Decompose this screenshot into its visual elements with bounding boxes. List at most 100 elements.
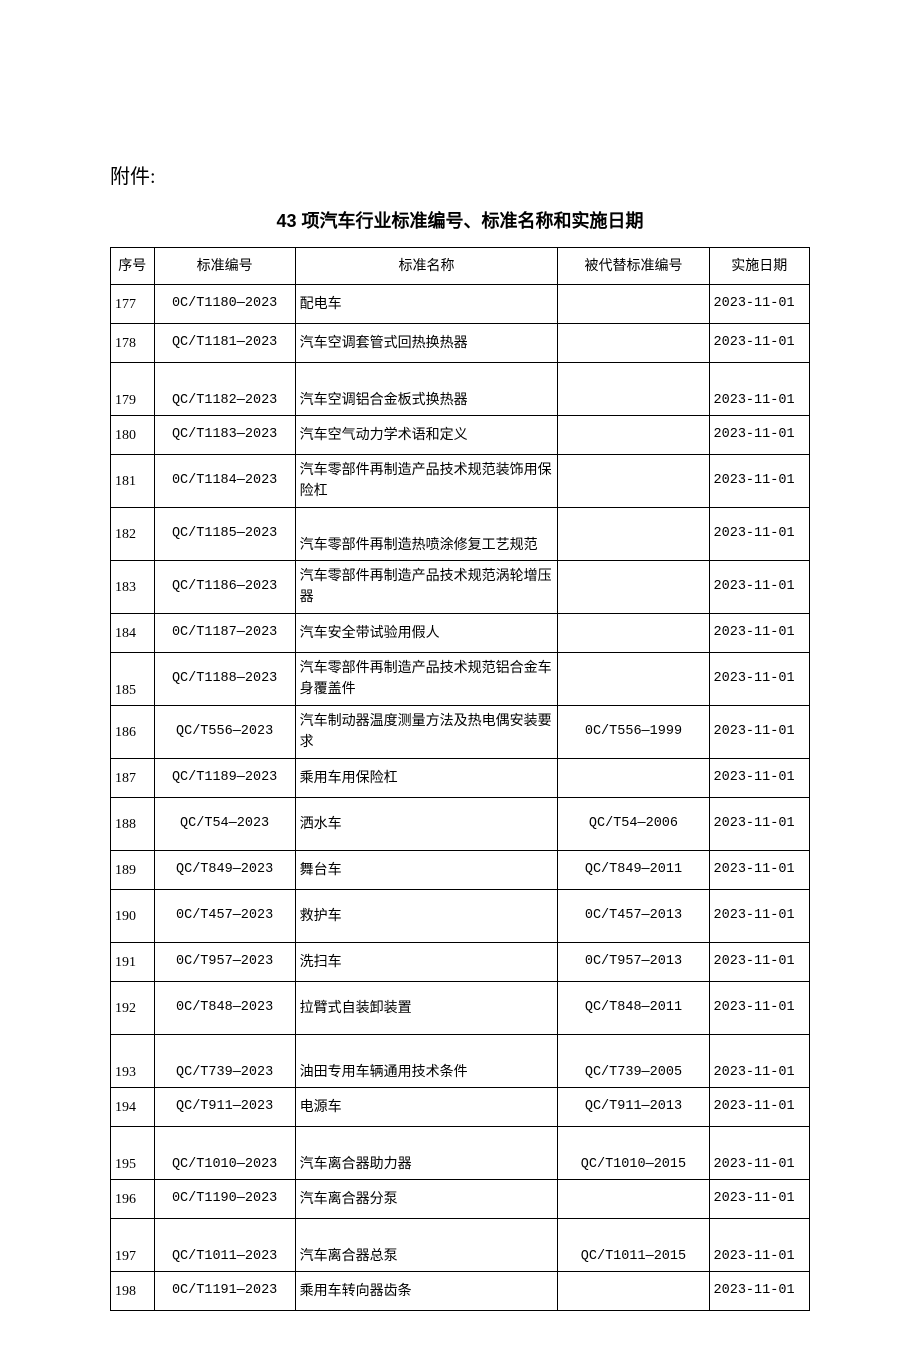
table-row: 183QC/T1186—2023汽车零部件再制造产品技术规范涡轮增压器2023-… bbox=[111, 561, 810, 614]
cell-code: 0C/T848—2023 bbox=[154, 982, 295, 1035]
cell-name: 汽车零部件再制造产品技术规范铝合金车身覆盖件 bbox=[295, 653, 558, 706]
table-row: 1910C/T957—2023洗扫车0C/T957—20132023-11-01 bbox=[111, 943, 810, 982]
cell-seq: 190 bbox=[111, 890, 155, 943]
cell-replaced bbox=[558, 759, 709, 798]
cell-replaced bbox=[558, 1180, 709, 1219]
table-row: 186QC/T556—2023汽车制动器温度测量方法及热电偶安装要求0C/T55… bbox=[111, 706, 810, 759]
cell-date: 2023-11-01 bbox=[709, 1035, 809, 1088]
cell-seq: 194 bbox=[111, 1088, 155, 1127]
cell-replaced bbox=[558, 455, 709, 508]
cell-replaced bbox=[558, 324, 709, 363]
table-row: 194QC/T911—2023电源车QC/T911—20132023-11-01 bbox=[111, 1088, 810, 1127]
cell-date: 2023-11-01 bbox=[709, 455, 809, 508]
cell-replaced: QC/T1010—2015 bbox=[558, 1127, 709, 1180]
cell-replaced bbox=[558, 614, 709, 653]
attachment-label: 附件: bbox=[110, 160, 810, 189]
cell-seq: 177 bbox=[111, 285, 155, 324]
cell-name: 汽车安全带试验用假人 bbox=[295, 614, 558, 653]
cell-name: 汽车空调套管式回热换热器 bbox=[295, 324, 558, 363]
cell-name: 汽车零部件再制造热喷涂修复工艺规范 bbox=[295, 508, 558, 561]
cell-code: 0C/T957—2023 bbox=[154, 943, 295, 982]
cell-replaced bbox=[558, 1272, 709, 1311]
cell-replaced: QC/T739—2005 bbox=[558, 1035, 709, 1088]
cell-seq: 178 bbox=[111, 324, 155, 363]
cell-seq: 182 bbox=[111, 508, 155, 561]
cell-replaced: QC/T911—2013 bbox=[558, 1088, 709, 1127]
cell-date: 2023-11-01 bbox=[709, 798, 809, 851]
table-row: 178QC/T1181—2023汽车空调套管式回热换热器 2023-11-01 bbox=[111, 324, 810, 363]
cell-date: 2023-11-01 bbox=[709, 363, 809, 416]
cell-code: QC/T1011—2023 bbox=[154, 1219, 295, 1272]
cell-replaced: 0C/T556—1999 bbox=[558, 706, 709, 759]
cell-date: 2023-11-01 bbox=[709, 1219, 809, 1272]
cell-date: 2023-11-01 bbox=[709, 416, 809, 455]
cell-name: 油田专用车辆通用技术条件 bbox=[295, 1035, 558, 1088]
cell-date: 2023-11-01 bbox=[709, 324, 809, 363]
cell-replaced bbox=[558, 561, 709, 614]
cell-replaced: 0C/T957—2013 bbox=[558, 943, 709, 982]
col-header-seq: 序号 bbox=[111, 248, 155, 285]
cell-code: 0C/T1191—2023 bbox=[154, 1272, 295, 1311]
table-row: 1840C/T1187—2023汽车安全带试验用假人2023-11-01 bbox=[111, 614, 810, 653]
cell-seq: 181 bbox=[111, 455, 155, 508]
cell-seq: 189 bbox=[111, 851, 155, 890]
table-row: 195QC/T1010—2023汽车离合器助力器QC/T1010—2015202… bbox=[111, 1127, 810, 1180]
table-row: 197QC/T1011—2023汽车离合器总泵QC/T1011—20152023… bbox=[111, 1219, 810, 1272]
cell-name: 汽车空气动力学术语和定义 bbox=[295, 416, 558, 455]
table-row: 180QC/T1183—2023汽车空气动力学术语和定义 2023-11-01 bbox=[111, 416, 810, 455]
cell-code: QC/T1010—2023 bbox=[154, 1127, 295, 1180]
col-header-code: 标准编号 bbox=[154, 248, 295, 285]
cell-replaced bbox=[558, 653, 709, 706]
table-row: 1920C/T848—2023拉臂式自装卸装置QC/T848—20112023-… bbox=[111, 982, 810, 1035]
table-row: 189QC/T849—2023舞台车QC/T849—20112023-11-01 bbox=[111, 851, 810, 890]
table-row: 193QC/T739—2023油田专用车辆通用技术条件QC/T739—20052… bbox=[111, 1035, 810, 1088]
cell-replaced bbox=[558, 285, 709, 324]
cell-seq: 183 bbox=[111, 561, 155, 614]
cell-code: QC/T54—2023 bbox=[154, 798, 295, 851]
cell-name: 洒水车 bbox=[295, 798, 558, 851]
cell-date: 2023-11-01 bbox=[709, 706, 809, 759]
table-row: 1960C/T1190—2023汽车离合器分泵2023-11-01 bbox=[111, 1180, 810, 1219]
cell-seq: 192 bbox=[111, 982, 155, 1035]
cell-replaced bbox=[558, 508, 709, 561]
cell-code: QC/T1185—2023 bbox=[154, 508, 295, 561]
table-header-row: 序号 标准编号 标准名称 被代替标准编号 实施日期 bbox=[111, 248, 810, 285]
cell-name: 电源车 bbox=[295, 1088, 558, 1127]
table-row: 1980C/T1191—2023乘用车转向器齿条2023-11-01 bbox=[111, 1272, 810, 1311]
cell-name: 拉臂式自装卸装置 bbox=[295, 982, 558, 1035]
cell-date: 2023-11-01 bbox=[709, 1272, 809, 1311]
cell-replaced: QC/T849—2011 bbox=[558, 851, 709, 890]
cell-code: 0C/T1184—2023 bbox=[154, 455, 295, 508]
col-header-replaced: 被代替标准编号 bbox=[558, 248, 709, 285]
table-body: 1770C/T1180—2023配电车2023-11-01178QC/T1181… bbox=[111, 285, 810, 1311]
cell-replaced: QC/T1011—2015 bbox=[558, 1219, 709, 1272]
cell-date: 2023-11-01 bbox=[709, 508, 809, 561]
cell-name: 汽车离合器总泵 bbox=[295, 1219, 558, 1272]
cell-replaced: QC/T54—2006 bbox=[558, 798, 709, 851]
cell-code: 0C/T1190—2023 bbox=[154, 1180, 295, 1219]
table-row: 179QC/T1182—2023汽车空调铝合金板式换热器2023-11-01 bbox=[111, 363, 810, 416]
cell-code: QC/T1181—2023 bbox=[154, 324, 295, 363]
cell-seq: 197 bbox=[111, 1219, 155, 1272]
cell-date: 2023-11-01 bbox=[709, 890, 809, 943]
cell-code: 0C/T457—2023 bbox=[154, 890, 295, 943]
cell-seq: 196 bbox=[111, 1180, 155, 1219]
cell-name: 汽车离合器助力器 bbox=[295, 1127, 558, 1180]
cell-code: QC/T849—2023 bbox=[154, 851, 295, 890]
cell-date: 2023-11-01 bbox=[709, 1088, 809, 1127]
table-row: 1900C/T457—2023救护车0C/T457—20132023-11-01 bbox=[111, 890, 810, 943]
cell-code: QC/T556—2023 bbox=[154, 706, 295, 759]
document-page: 附件: 43 项汽车行业标准编号、标准名称和实施日期 序号 标准编号 标准名称 … bbox=[0, 0, 920, 1371]
cell-code: QC/T1183—2023 bbox=[154, 416, 295, 455]
cell-seq: 188 bbox=[111, 798, 155, 851]
table-row: 188QC/T54—2023洒水车QC/T54—20062023-11-01 bbox=[111, 798, 810, 851]
cell-seq: 180 bbox=[111, 416, 155, 455]
cell-name: 汽车零部件再制造产品技术规范涡轮增压器 bbox=[295, 561, 558, 614]
table-row: 1810C/T1184—2023汽车零部件再制造产品技术规范装饰用保险杠2023… bbox=[111, 455, 810, 508]
standards-table: 序号 标准编号 标准名称 被代替标准编号 实施日期 1770C/T1180—20… bbox=[110, 247, 810, 1311]
cell-replaced: QC/T848—2011 bbox=[558, 982, 709, 1035]
cell-date: 2023-11-01 bbox=[709, 285, 809, 324]
table-row: 1770C/T1180—2023配电车2023-11-01 bbox=[111, 285, 810, 324]
table-row: 182QC/T1185—2023汽车零部件再制造热喷涂修复工艺规范 2023-11… bbox=[111, 508, 810, 561]
cell-name: 救护车 bbox=[295, 890, 558, 943]
